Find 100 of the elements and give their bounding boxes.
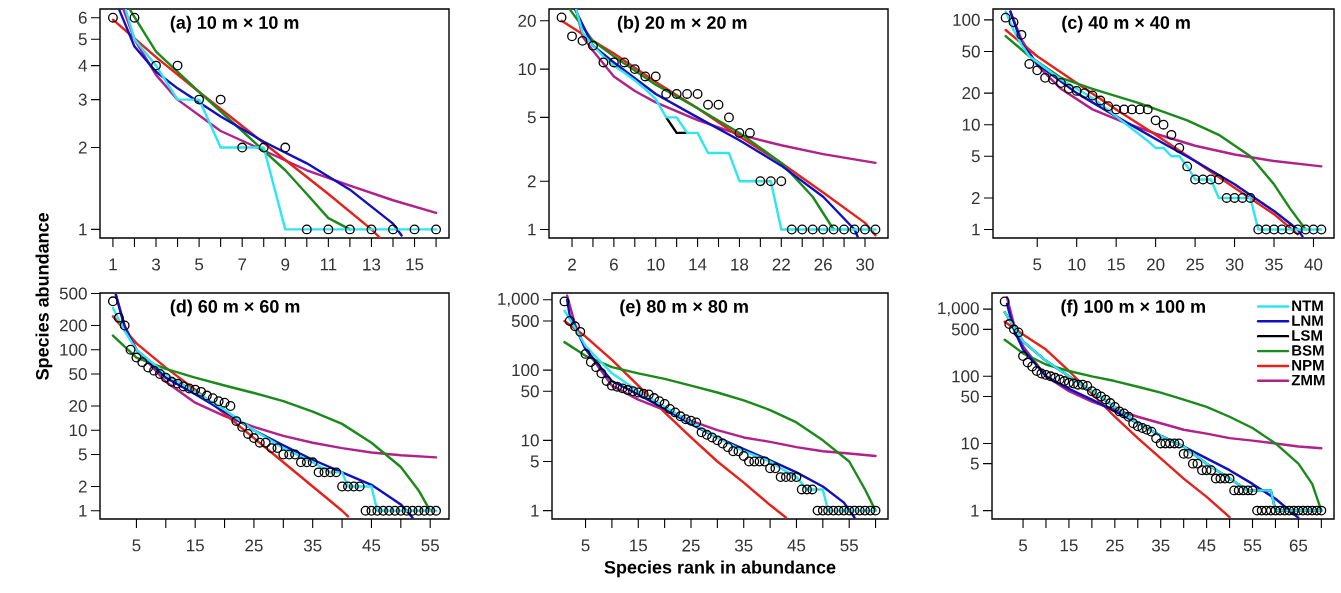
line-series	[128, 8, 352, 231]
x-tick-label: 45	[1197, 539, 1216, 552]
y-tick-label: 2	[78, 480, 87, 493]
point	[213, 396, 224, 407]
x-tick-label: 7	[238, 258, 247, 271]
point	[797, 224, 808, 235]
point	[1276, 224, 1287, 235]
point	[1190, 174, 1201, 185]
point	[172, 60, 183, 71]
point	[248, 433, 259, 443]
point	[360, 505, 371, 516]
point	[722, 442, 733, 453]
point	[1063, 83, 1074, 94]
chart-title: (b) 20 m × 20 m	[617, 15, 747, 33]
y-tick-label: 5	[78, 448, 87, 461]
x-tick-label: 35	[1151, 539, 1170, 552]
point	[1048, 74, 1058, 85]
x-tick-label: 15	[187, 539, 204, 552]
y-tick-label: 5	[78, 33, 87, 46]
point	[1032, 65, 1043, 76]
x-tick-label: 25	[682, 539, 700, 552]
point	[372, 505, 383, 516]
y-tick-label: 20	[69, 400, 87, 413]
x-tick-label: 10	[1068, 258, 1086, 271]
point	[812, 505, 823, 516]
point	[1166, 129, 1177, 140]
x-tick-label: 25	[245, 539, 263, 552]
x-tick-label: 45	[787, 539, 806, 552]
point	[559, 296, 570, 307]
point	[390, 505, 400, 516]
y-tick-label: 100	[953, 13, 980, 26]
point	[765, 176, 776, 187]
point	[823, 505, 834, 516]
point	[384, 505, 395, 516]
point	[671, 89, 682, 99]
point	[802, 484, 812, 495]
x-tick-label: 11	[320, 258, 337, 271]
x-tick-label: 14	[689, 258, 707, 271]
x-tick-label: 20	[1147, 258, 1165, 271]
point	[1095, 95, 1106, 106]
point	[759, 456, 770, 467]
point	[1198, 174, 1208, 185]
y-tick-label: 50	[69, 367, 87, 381]
point	[1308, 224, 1319, 235]
y-tick-label: 1	[79, 223, 87, 236]
y-tick-label: 4	[78, 59, 87, 72]
point	[1040, 72, 1051, 83]
y-tick-label: 1	[531, 504, 539, 517]
point	[1016, 29, 1027, 40]
point	[682, 89, 693, 99]
point	[119, 320, 130, 331]
point	[786, 472, 797, 483]
point	[1150, 115, 1161, 126]
point	[1284, 224, 1295, 235]
point	[1111, 104, 1122, 115]
point	[744, 456, 754, 467]
y-tick-label: 2	[971, 192, 980, 204]
point	[577, 35, 588, 46]
point	[649, 393, 660, 403]
y-tick-label: 3	[78, 93, 87, 106]
x-tick-label: 2	[568, 258, 576, 271]
line-series	[563, 319, 788, 519]
point	[659, 398, 670, 409]
point	[407, 505, 418, 516]
point	[301, 224, 312, 235]
point	[160, 372, 171, 383]
point	[1221, 193, 1232, 203]
point	[1213, 174, 1224, 185]
point	[337, 481, 348, 492]
point	[166, 376, 177, 387]
point	[215, 94, 226, 105]
point	[1000, 12, 1011, 23]
point	[1245, 193, 1256, 203]
point	[413, 505, 424, 516]
x-tick-label: 35	[1265, 258, 1283, 271]
point	[1237, 193, 1248, 203]
point	[570, 321, 580, 332]
line-series	[1003, 320, 1231, 519]
point	[770, 463, 781, 474]
point	[344, 224, 355, 235]
chart-title: (e) 80 m × 80 m	[620, 299, 748, 317]
x-tick-label: 10	[647, 258, 665, 271]
point	[755, 176, 766, 187]
point	[1103, 101, 1114, 112]
point	[348, 481, 359, 492]
x-tick-label: 5	[195, 258, 204, 271]
legend-label: NPM	[1292, 360, 1324, 371]
x-tick-label: 55	[421, 539, 439, 552]
point	[107, 12, 118, 23]
point	[833, 505, 844, 516]
point	[608, 57, 619, 68]
x-tick-label: 25	[1186, 258, 1204, 271]
legend-label: LNM	[1292, 315, 1323, 326]
point	[849, 505, 860, 516]
point	[409, 224, 420, 235]
x-tick-label: 40	[1304, 258, 1323, 271]
legend-label: ZMM	[1291, 374, 1325, 386]
point	[260, 437, 271, 448]
y-tick-label: 500	[951, 323, 979, 336]
point	[692, 89, 703, 99]
